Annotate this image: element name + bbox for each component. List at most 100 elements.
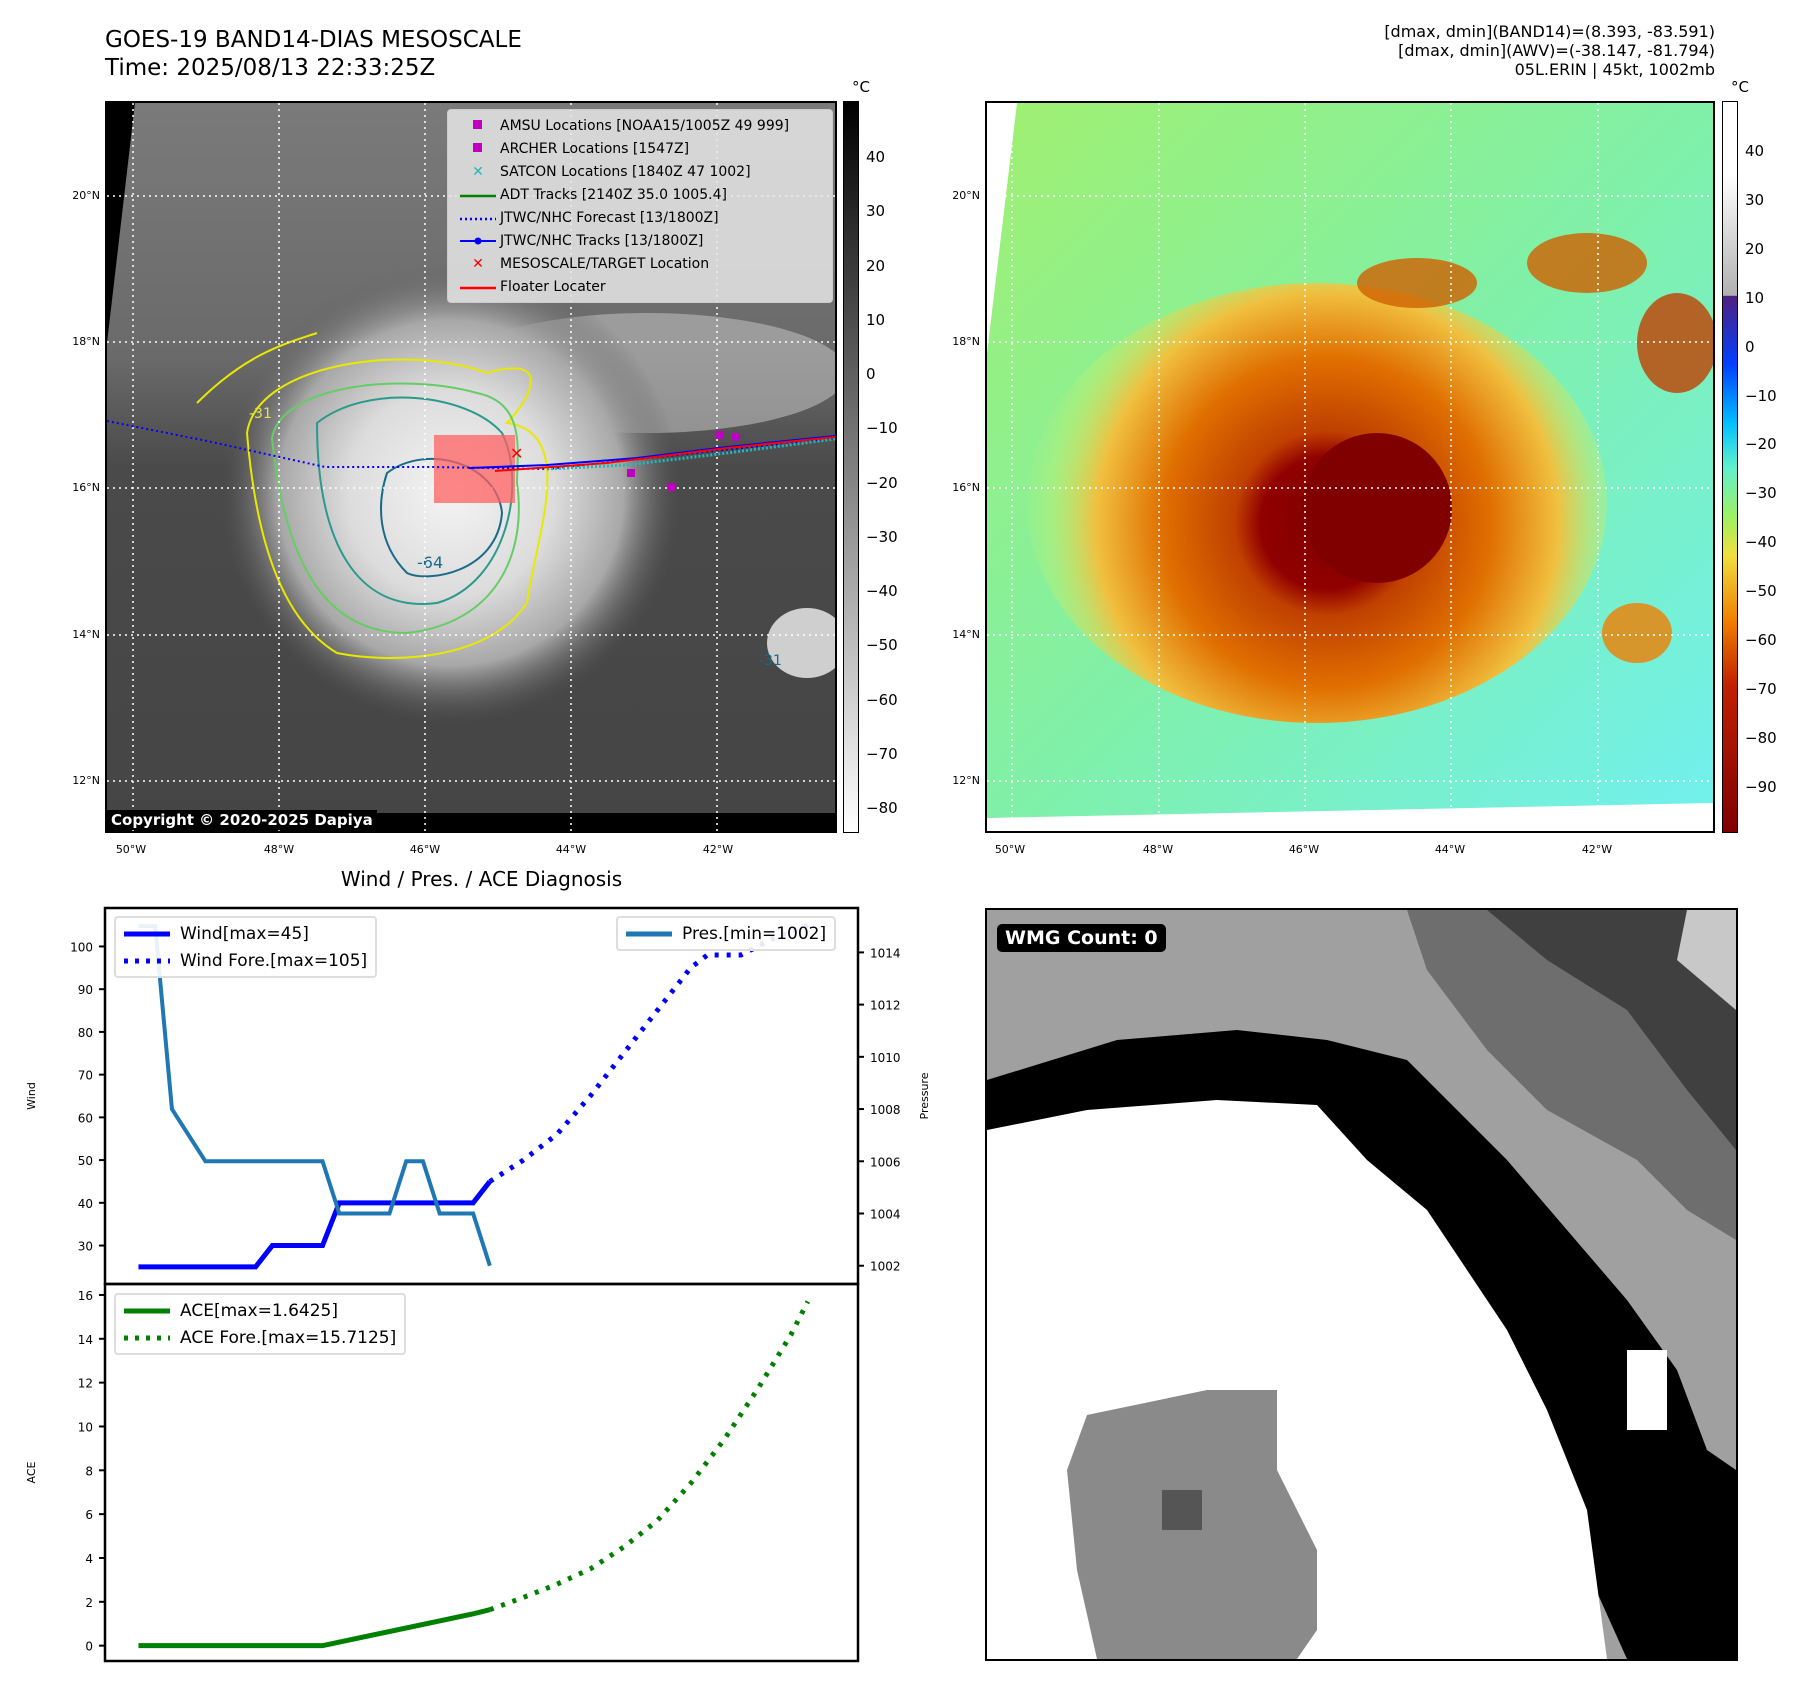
- colorbar-tick: −20: [1745, 435, 1777, 454]
- legend-line-icon: [456, 187, 500, 203]
- chart-title: Wind / Pres. / ACE Diagnosis: [340, 867, 623, 891]
- wmg-panel: WMG Count: 0: [985, 908, 1738, 1661]
- graticule: [987, 103, 1713, 831]
- colorbar-unit: °C: [1731, 78, 1749, 96]
- satcon-track: [546, 437, 835, 471]
- legend-item: Floater Locater: [456, 275, 824, 298]
- colorbar-tick: −40: [1745, 533, 1777, 552]
- wind-forecast-line: [488, 922, 809, 1184]
- contour-label: -64: [417, 553, 443, 572]
- storm-info: 05L.ERIN | 45kt, 1002mb: [1514, 60, 1715, 79]
- colorbar-tick: 10: [866, 310, 886, 329]
- legend-x-marker-icon: ✕: [472, 255, 484, 272]
- colorbar-tick: 20: [866, 256, 886, 275]
- y-tick-label: 100: [70, 940, 93, 954]
- lat-label: 14°N: [952, 628, 980, 641]
- figure-title: GOES-19 BAND14-DIAS MESOSCALE Time: 2025…: [105, 26, 522, 82]
- y-tick-label: 1012: [870, 999, 901, 1013]
- legend-line-dot-icon: [456, 233, 500, 249]
- y-tick-label: 0: [85, 1640, 93, 1654]
- forecast-track: [107, 420, 835, 471]
- lat-label: 20°N: [952, 189, 980, 202]
- legend-item: ARCHER Locations [1547Z]: [456, 137, 824, 160]
- ace-forecast-line: [489, 1300, 811, 1613]
- legend-label: SATCON Locations [1840Z 47 1002]: [500, 163, 751, 180]
- mesoscale-box: [434, 435, 515, 503]
- colorbar-tick: 40: [1745, 142, 1765, 160]
- legend-label: ACE Fore.[max=15.7125]: [180, 1327, 397, 1348]
- product-title: GOES-19 BAND14-DIAS MESOSCALE: [105, 27, 522, 53]
- ace-line: [138, 1607, 491, 1649]
- colorbar-tick: −60: [1745, 631, 1777, 649]
- copyright: Copyright © 2020-2025 Dapiya: [107, 810, 377, 830]
- lon-label: 42°W: [702, 843, 734, 856]
- lat-label: 12°N: [72, 774, 100, 787]
- colorbar-unit: °C: [852, 78, 870, 96]
- legend-square-marker-icon: [456, 141, 500, 157]
- ace-legend-line-icon: [124, 1308, 170, 1313]
- colorbar-tick: 0: [866, 365, 876, 383]
- colorbar-tick: 0: [1745, 337, 1755, 356]
- y-tick-label: 1008: [870, 1103, 901, 1117]
- colorbar-tick: −90: [1745, 777, 1777, 796]
- legend-label: Wind[max=45]: [180, 923, 309, 944]
- lat-label: 18°N: [72, 335, 100, 348]
- wmg-count-badge: WMG Count: 0: [997, 924, 1166, 952]
- lat-label: 16°N: [72, 481, 100, 494]
- map-legend: AMSU Locations [NOAA15/1005Z 49 999] ARCH…: [447, 109, 833, 303]
- amsu-marker: [627, 469, 635, 477]
- lon-label: 46°W: [1288, 843, 1320, 856]
- y-tick-label: 70: [78, 1069, 93, 1083]
- colorbar-tick: −20: [866, 473, 898, 492]
- map2-imagery: [987, 103, 1713, 831]
- colorbar-tick: −80: [1745, 728, 1777, 747]
- legend-label: AMSU Locations [NOAA15/1005Z 49 999]: [500, 117, 790, 134]
- legend-square-marker-icon: [456, 118, 500, 134]
- y-tick-label: 60: [78, 1111, 93, 1125]
- legend-label: JTWC/NHC Forecast [13/1800Z]: [500, 209, 719, 226]
- legend-label: MESOSCALE/TARGET Location: [500, 255, 710, 272]
- y-tick-label: 12: [78, 1377, 93, 1391]
- colorbar-tick: −80: [866, 799, 898, 817]
- awv-range: [dmax, dmin](AWV)=(-38.147, -81.794): [1398, 41, 1715, 60]
- pressure-axis-label: Pressure: [918, 1072, 931, 1119]
- lat-label: 16°N: [952, 481, 980, 494]
- time-label: Time: 2025/08/13 22:33:25Z: [105, 55, 436, 81]
- contour-label: -31: [249, 406, 272, 422]
- colorbar-tick: 30: [866, 202, 886, 221]
- legend-label: ARCHER Locations [1547Z]: [500, 140, 690, 157]
- legend-label: JTWC/NHC Tracks [13/1800Z]: [500, 232, 704, 249]
- legend-item: ✕ SATCON Locations [1840Z 47 1002]: [456, 160, 824, 183]
- colorbar-tick: −30: [1745, 484, 1777, 503]
- colorbar-tick: −60: [866, 690, 898, 709]
- y-tick-label: 1002: [870, 1260, 901, 1274]
- diagnosis-charts: 30405060708090100Wind1002100410061008101…: [25, 906, 931, 1663]
- archer-marker: [716, 431, 724, 439]
- ir-color-map: [985, 101, 1715, 833]
- colorbar-tick: 10: [1745, 288, 1765, 307]
- y-tick-label: 8: [85, 1464, 93, 1478]
- floater-line: [494, 436, 835, 472]
- colorbar-tick: 20: [1745, 239, 1765, 258]
- legend-item: AMSU Locations [NOAA15/1005Z 49 999]: [456, 114, 824, 137]
- y-tick-label: 14: [78, 1333, 93, 1347]
- y-tick-label: 50: [78, 1154, 93, 1168]
- pres-legend-line-icon: [626, 931, 672, 936]
- colorbar-tick: −10: [866, 419, 898, 438]
- wmg-imagery: [987, 910, 1736, 1659]
- legend-label: Wind Fore.[max=105]: [180, 950, 368, 971]
- legend-item: JTWC/NHC Tracks [13/1800Z]: [456, 229, 824, 252]
- colorbar-tick: −50: [1745, 582, 1777, 601]
- ir-grayscale-map: -31 -64 -31 ✕ AMSU Locations [NOAA15/100…: [105, 101, 837, 833]
- wind-legend-line-icon: [124, 931, 170, 936]
- y-tick-label: 1004: [870, 1208, 901, 1222]
- legend-label: ACE[max=1.6425]: [180, 1300, 338, 1321]
- lat-label: 12°N: [952, 774, 980, 787]
- colorbar-tick: 30: [1745, 190, 1765, 209]
- legend-item: JTWC/NHC Forecast [13/1800Z]: [456, 206, 824, 229]
- pressure-legend: Pres.[min=1002]: [616, 916, 837, 951]
- legend-dotted-line-icon: [456, 210, 500, 226]
- target-x-icon: ✕: [510, 444, 523, 463]
- colorbar-tick: 40: [866, 148, 886, 166]
